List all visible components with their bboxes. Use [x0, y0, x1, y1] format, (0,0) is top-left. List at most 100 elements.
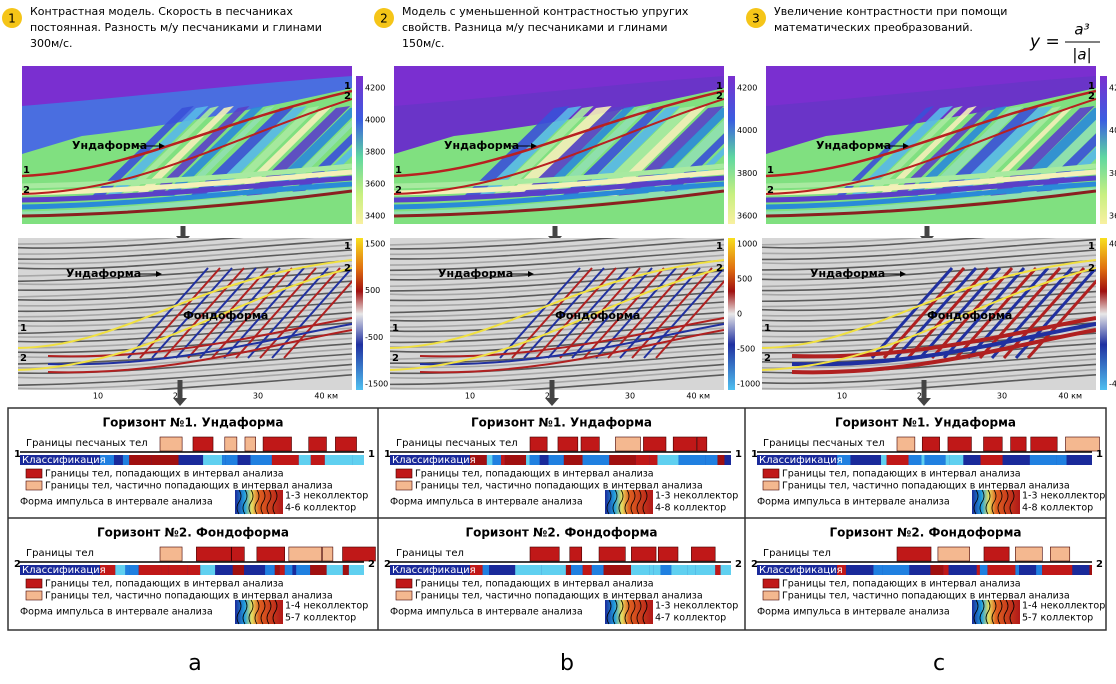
class-segment	[549, 455, 564, 465]
class-segment	[649, 565, 653, 575]
body-box	[1031, 437, 1057, 451]
body-box	[225, 437, 237, 451]
colorbar-label: -40	[1109, 380, 1116, 389]
class-label: 1-3 неколлектор	[285, 491, 368, 502]
seismic-label: Фондоформа	[927, 309, 1012, 322]
classification-label: Классификация	[392, 455, 476, 466]
panel-letter: a	[188, 651, 201, 676]
class-segment	[946, 455, 950, 465]
class-segment	[540, 455, 549, 465]
colorbar	[356, 76, 363, 224]
bodies-label: Границы тел	[26, 548, 94, 559]
class-segment	[583, 565, 592, 575]
caption: математических преобразований.	[774, 21, 973, 34]
class-segment	[487, 455, 493, 465]
legend-swatch	[396, 591, 412, 600]
horizon-number: 1	[23, 165, 30, 176]
class-segment	[921, 455, 924, 465]
body-box	[897, 437, 915, 451]
class-segment	[949, 455, 963, 465]
body-box	[1050, 547, 1069, 561]
horizon-number: 1	[20, 323, 27, 334]
class-segment	[706, 455, 718, 465]
seismic-label: Ундаформа	[66, 267, 141, 280]
caption: Модель с уменьшенной контрастностью упру…	[402, 5, 689, 18]
horizon-number: 2	[1088, 263, 1095, 274]
class-segment	[526, 455, 530, 465]
legend-label: Границы тел, попадающих в интервал анали…	[415, 469, 654, 480]
class-segment	[161, 565, 168, 575]
class-segment	[696, 565, 716, 575]
horizon-marker: 2	[14, 559, 21, 570]
class-segment	[280, 565, 285, 575]
body-box	[599, 547, 625, 561]
class-segment	[924, 455, 945, 465]
class-segment	[311, 455, 325, 465]
colorbar-label: 4000	[1109, 126, 1116, 135]
body-box	[245, 437, 256, 451]
body-box	[232, 547, 245, 561]
class-segment	[129, 455, 151, 465]
body-box	[257, 547, 285, 561]
model-label: Ундаформа	[72, 139, 147, 152]
class-segment	[1042, 565, 1057, 575]
class-label: 5-7 коллектор	[1022, 613, 1093, 624]
bodies-label: Границы песчаных тел	[26, 438, 148, 449]
class-segment	[327, 565, 343, 575]
class-segment	[123, 455, 129, 465]
legend-label: Границы тел, попадающих в интервал анали…	[782, 469, 1021, 480]
pulse-label: Форма импульса в интервале анализа	[390, 607, 583, 618]
legend-swatch	[763, 591, 779, 600]
class-segment	[1030, 455, 1056, 465]
class-segment	[483, 565, 490, 575]
number: 3	[752, 12, 760, 26]
body-box	[530, 437, 547, 451]
bodies-label: Границы песчаных тел	[396, 438, 518, 449]
class-label: 5-7 коллектор	[285, 613, 356, 624]
class-segment	[654, 565, 661, 575]
body-box	[615, 437, 640, 451]
colorbar-label: 3800	[1109, 169, 1116, 178]
horizon-number: 2	[20, 353, 27, 364]
body-box	[263, 437, 291, 451]
colorbar-label: 360	[1109, 212, 1116, 221]
arrow-head	[917, 398, 931, 406]
legend-swatch	[396, 481, 412, 490]
class-segment	[310, 565, 326, 575]
horizon-number: 2	[344, 263, 351, 274]
legend-label: Границы тел, попадающих в интервал анали…	[782, 579, 1021, 590]
class-segment	[541, 565, 566, 575]
horizon-title: Горизонт №2. Фондоформа	[829, 526, 1021, 540]
class-segment	[873, 455, 881, 465]
seismic-label: Ундаформа	[810, 267, 885, 280]
seismic-label: Фондоформа	[555, 309, 640, 322]
class-segment	[636, 455, 649, 465]
horizon-title: Горизонт №2. Фондоформа	[97, 526, 289, 540]
horizon-number: 1	[395, 165, 402, 176]
class-segment	[353, 455, 364, 465]
class-segment	[721, 565, 731, 575]
class-segment	[963, 455, 966, 465]
colorbar-label: 3400	[365, 212, 385, 221]
horizon-number: 1	[344, 241, 351, 252]
class-segment	[850, 455, 873, 465]
formula-denominator: |a|	[1072, 46, 1091, 64]
caption: 150м/с.	[402, 37, 445, 50]
horizon-number: 2	[716, 263, 723, 274]
panel-letter: b	[560, 651, 574, 676]
class-segment	[583, 455, 610, 465]
body-box	[984, 547, 1009, 561]
class-label: 4-8 коллектор	[655, 503, 726, 514]
horizon-number: 1	[716, 241, 723, 252]
class-segment	[505, 455, 526, 465]
body-box	[309, 437, 327, 451]
colorbar-label: -500	[365, 333, 383, 342]
legend-swatch	[763, 481, 779, 490]
body-box	[160, 547, 182, 561]
class-segment	[492, 455, 501, 465]
body-box	[581, 437, 599, 451]
class-segment	[846, 565, 873, 575]
figure: 1Контрастная модель. Скорость в песчаник…	[0, 0, 1116, 680]
seismic-label: Фондоформа	[183, 309, 268, 322]
x-tick-label: 30	[253, 392, 263, 401]
